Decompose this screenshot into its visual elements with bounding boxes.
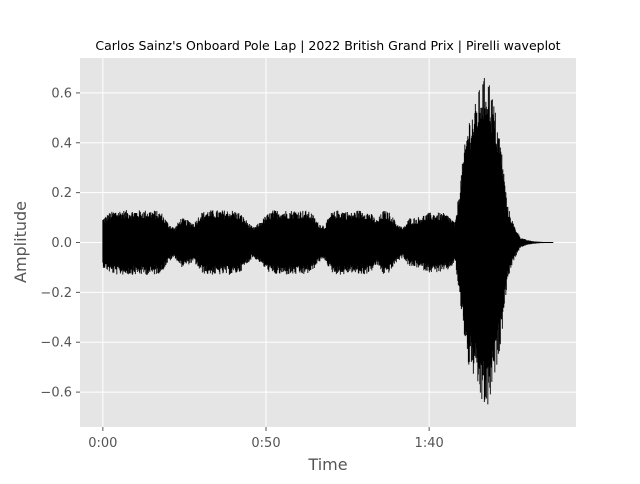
y-axis-label: Amplitude <box>11 201 30 283</box>
y-tick-label: 0.2 <box>51 186 72 201</box>
x-tick-label: 0:00 <box>88 436 117 451</box>
y-axis-ticks: −0.6 −0.4 −0.2 0.0 0.2 0.4 0.6 <box>40 86 80 401</box>
x-axis-ticks: 0:00 0:50 1:40 <box>88 427 444 451</box>
y-tick-label: −0.6 <box>40 386 72 401</box>
x-tick-label: 1:40 <box>415 436 444 451</box>
y-tick-label: −0.2 <box>40 286 72 301</box>
y-tick-label: 0.6 <box>51 86 72 101</box>
y-tick-label: −0.4 <box>40 336 72 351</box>
x-axis-label: Time <box>307 455 347 474</box>
y-tick-label: 0.4 <box>51 136 72 151</box>
x-tick-label: 0:50 <box>251 436 280 451</box>
waveform <box>102 77 554 405</box>
y-tick-label: 0.0 <box>51 236 72 251</box>
chart-title: Carlos Sainz's Onboard Pole Lap | 2022 B… <box>95 38 560 53</box>
